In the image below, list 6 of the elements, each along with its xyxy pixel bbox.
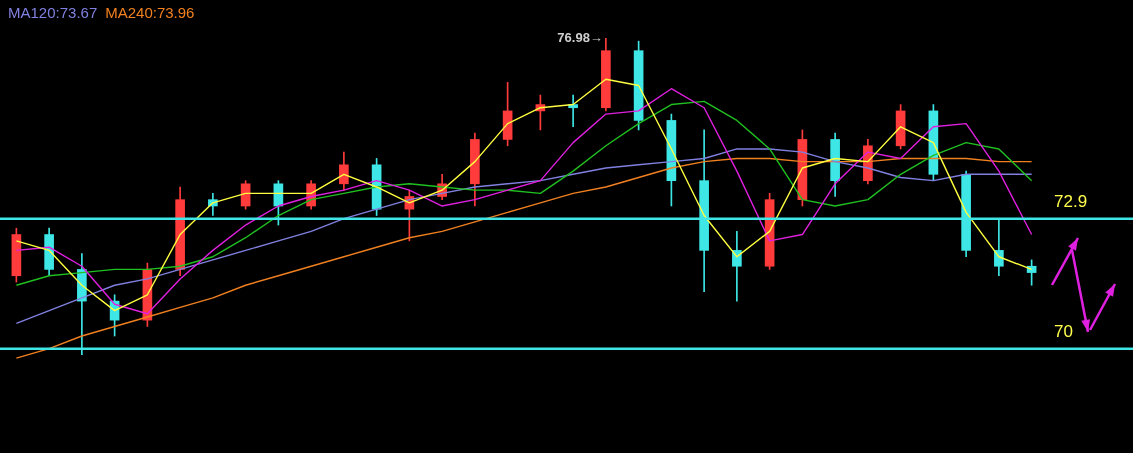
text: MA120:73.67 bbox=[8, 3, 98, 21]
text: 72.9 bbox=[1054, 191, 1088, 211]
text: MA240:73.96 bbox=[105, 3, 195, 21]
annotation: 76.98→ bbox=[557, 29, 603, 45]
text: 70 bbox=[1054, 321, 1073, 341]
candlestick bbox=[732, 231, 742, 302]
